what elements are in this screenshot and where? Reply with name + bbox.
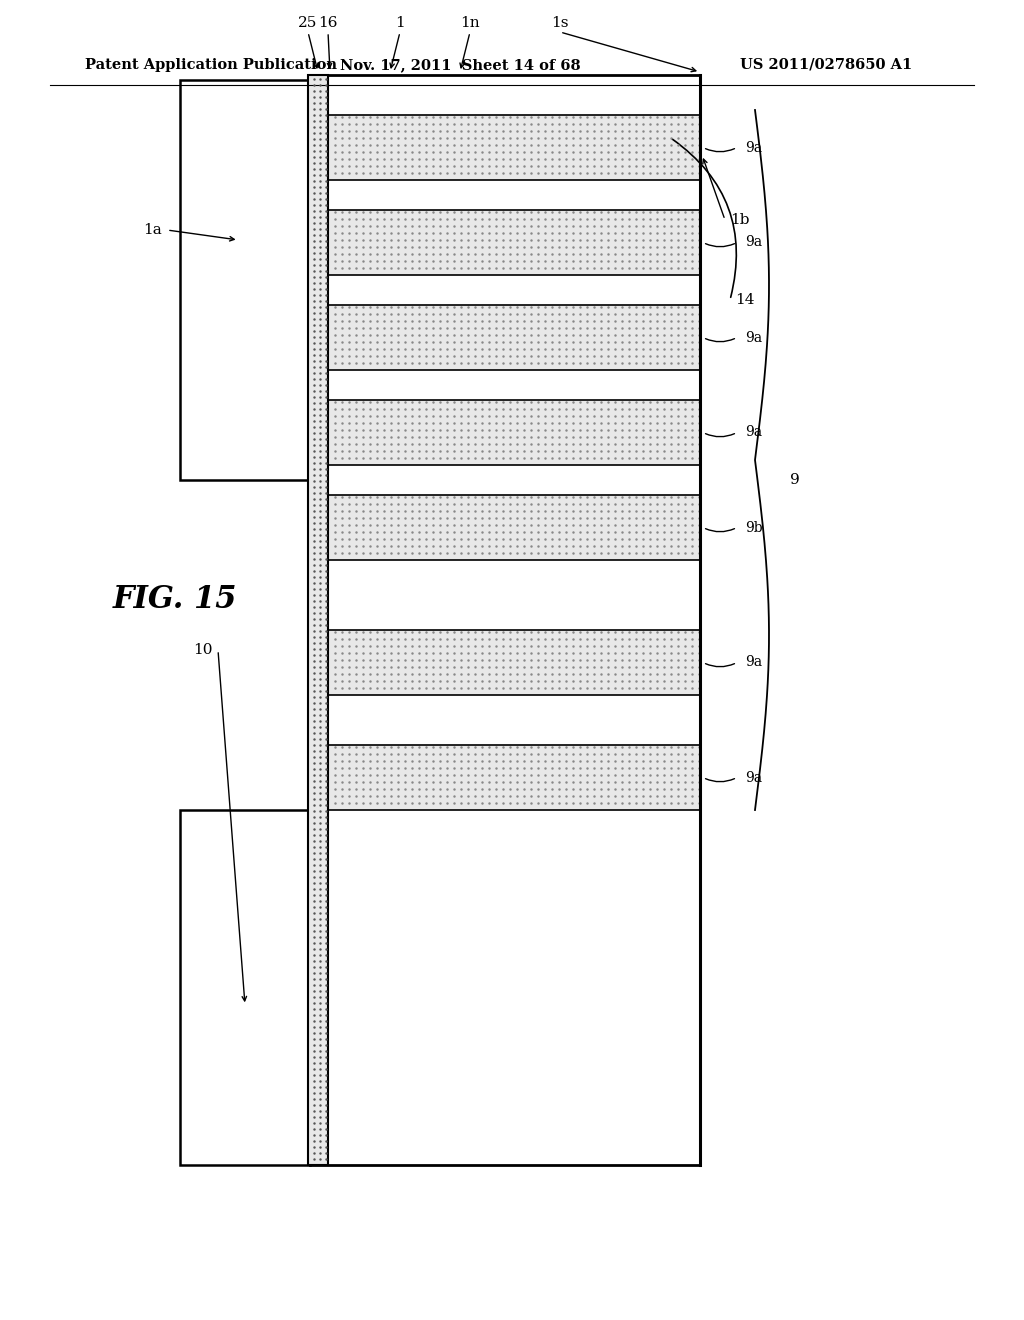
Text: 9: 9 bbox=[790, 473, 800, 487]
Text: US 2011/0278650 A1: US 2011/0278650 A1 bbox=[740, 58, 912, 73]
Text: 9a: 9a bbox=[745, 330, 762, 345]
Bar bbox=[328, 305, 700, 370]
Text: 10: 10 bbox=[194, 643, 213, 657]
Text: FIG. 15: FIG. 15 bbox=[113, 585, 238, 615]
Bar bbox=[180, 810, 310, 1166]
Text: 9b: 9b bbox=[745, 520, 763, 535]
Bar bbox=[310, 75, 700, 1166]
Text: 9a: 9a bbox=[745, 425, 762, 440]
Text: Nov. 17, 2011  Sheet 14 of 68: Nov. 17, 2011 Sheet 14 of 68 bbox=[340, 58, 581, 73]
Bar bbox=[328, 744, 700, 810]
Text: 1n: 1n bbox=[460, 16, 480, 30]
Text: 14: 14 bbox=[735, 293, 755, 308]
Text: 1s: 1s bbox=[551, 16, 568, 30]
Bar bbox=[328, 210, 700, 275]
Text: 9a: 9a bbox=[745, 140, 762, 154]
Bar bbox=[180, 81, 310, 480]
Bar bbox=[328, 630, 700, 696]
Bar bbox=[328, 495, 700, 560]
Bar bbox=[308, 75, 328, 1166]
Text: 1a: 1a bbox=[143, 223, 162, 238]
Text: 9a: 9a bbox=[745, 656, 762, 669]
Text: 16: 16 bbox=[318, 16, 338, 30]
Text: Patent Application Publication: Patent Application Publication bbox=[85, 58, 337, 73]
Bar bbox=[328, 400, 700, 465]
Text: 1: 1 bbox=[395, 16, 404, 30]
Text: 25: 25 bbox=[298, 16, 317, 30]
Bar bbox=[328, 115, 700, 180]
Text: 9a: 9a bbox=[745, 235, 762, 249]
Text: 1b: 1b bbox=[730, 213, 750, 227]
Text: 9a: 9a bbox=[745, 771, 762, 784]
